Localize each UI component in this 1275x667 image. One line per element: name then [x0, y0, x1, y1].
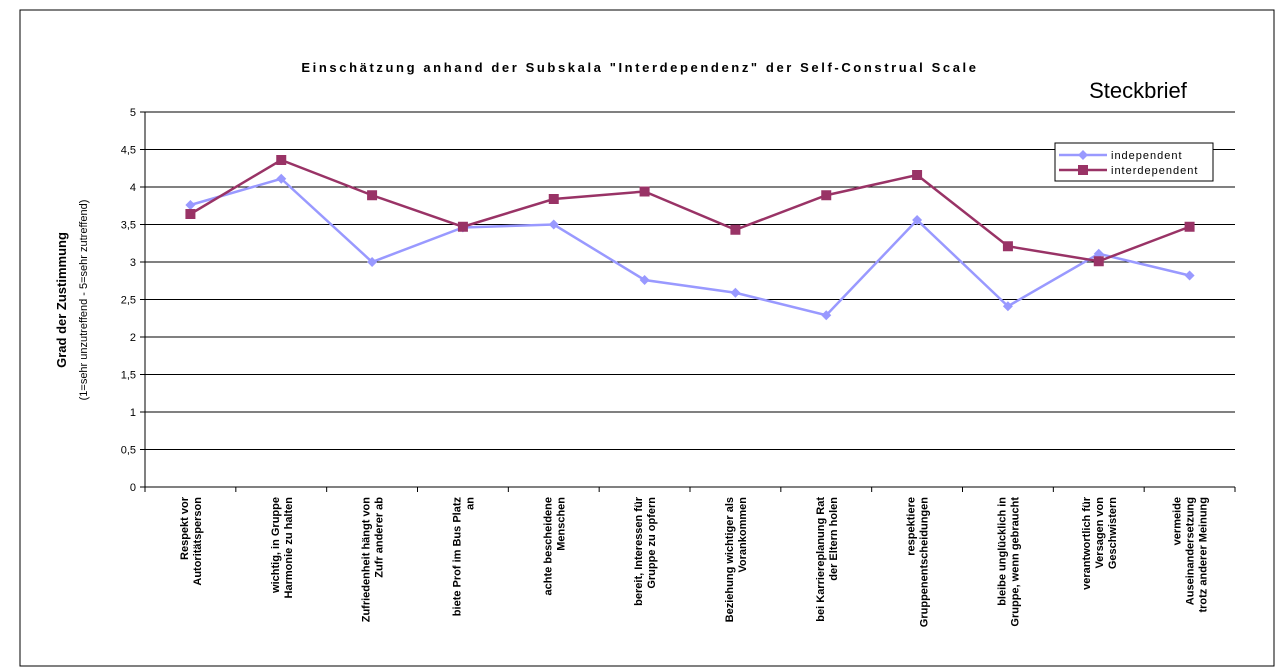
x-tick-label: bereit, Interessen fürGruppe zu opfern — [633, 496, 658, 606]
y-tick-label: 4 — [130, 182, 136, 194]
x-tick-label: Zufriedenheit hängt vonZufr anderer ab — [361, 497, 386, 623]
data-point — [1093, 256, 1104, 267]
chart-frame — [19, 9, 1275, 667]
legend-label: interdependent — [1111, 165, 1198, 177]
data-point — [1184, 221, 1195, 232]
data-point — [367, 190, 378, 201]
data-point — [1078, 150, 1088, 160]
x-tick-label: biete Prof im Bus Platzan — [451, 497, 476, 617]
y-tick-label: 2,5 — [121, 295, 136, 307]
y-tick-label: 5 — [130, 107, 136, 119]
data-point — [185, 200, 196, 210]
x-tick-label: Respekt vorAutoritätsperson — [179, 496, 204, 585]
data-point — [821, 190, 832, 201]
data-point — [457, 221, 468, 232]
x-tick-label: bleibe unglücklich inGruppe, wenn gebrau… — [996, 497, 1021, 627]
y-tick-label: 1,5 — [121, 370, 136, 382]
data-point — [821, 310, 832, 321]
chart-title: Einschätzung anhand der Subskala "Interd… — [301, 60, 978, 75]
data-point — [185, 209, 196, 219]
x-tick-label: wichtig, in GruppeHarmonie zu halten — [270, 497, 295, 599]
x-tick-label: verantwortlich fürVersagen vonGeschwiste… — [1081, 496, 1119, 590]
y-tick-label: 0,5 — [121, 445, 136, 457]
data-point — [639, 186, 650, 197]
data-point — [912, 170, 923, 180]
series-line — [190, 177, 1190, 317]
y-axis-label: Grad der Zustimmung — [54, 232, 69, 368]
x-tick-label: Beziehung wichtiger alsVorankommen — [724, 497, 749, 623]
data-point — [1002, 301, 1013, 312]
data-point — [548, 219, 559, 230]
data-point — [912, 215, 923, 225]
x-tick-label: achte bescheideneMenschen — [542, 497, 567, 596]
y-axis-sublabel: (1=sehr unzutreffend - 5=sehr zutreffend… — [78, 200, 90, 401]
chart-subtitle: Steckbrief — [1089, 78, 1188, 103]
data-point — [1002, 241, 1013, 252]
data-point — [1078, 165, 1088, 175]
data-point — [730, 224, 741, 235]
data-point — [276, 173, 287, 184]
data-point — [548, 194, 559, 204]
legend-label: independent — [1111, 150, 1183, 162]
data-point — [730, 287, 741, 298]
y-tick-label: 0 — [130, 482, 136, 494]
x-tick-label: respektiereGruppenentscheidungen — [906, 497, 931, 627]
y-tick-label: 1 — [130, 407, 136, 419]
data-point — [276, 155, 287, 165]
series-line — [189, 158, 1191, 263]
data-point — [367, 257, 378, 267]
y-tick-label: 3 — [130, 257, 136, 269]
x-tick-label: bei Karriereplanung Ratder Eltern holen — [815, 497, 840, 622]
x-tick-label: vermeideAuseinandersetzungtrotz anderer … — [1172, 497, 1210, 613]
y-tick-label: 4,5 — [121, 145, 136, 157]
data-point — [1184, 270, 1195, 281]
data-point — [639, 275, 650, 285]
y-tick-label: 2 — [130, 332, 136, 344]
y-tick-label: 3,5 — [121, 220, 136, 232]
